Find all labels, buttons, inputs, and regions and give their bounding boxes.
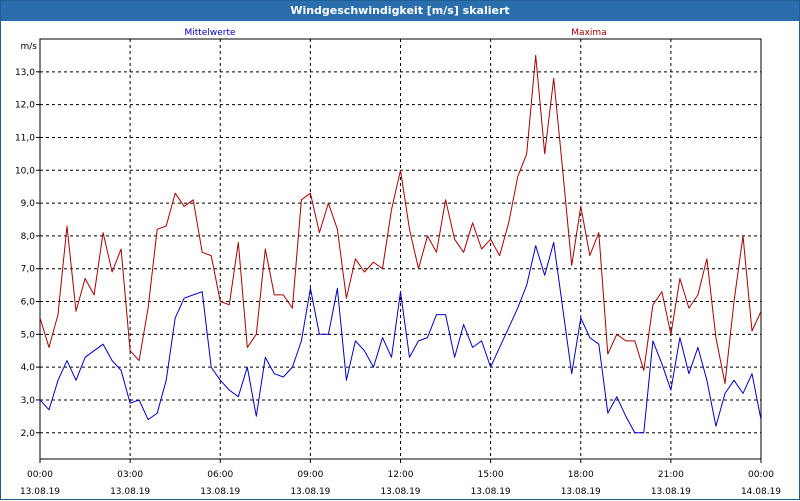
x-tick-date-label: 13.08.19 [290, 487, 330, 497]
x-tick-date-label: 14.08.19 [741, 487, 781, 497]
x-tick-date-label: 13.08.19 [20, 487, 60, 497]
y-tick-label: 2,0 [21, 429, 36, 439]
x-tick-time-label: 15:00 [478, 470, 504, 480]
x-tick-time-label: 00:00 [27, 470, 53, 480]
y-tick-label: 4,0 [21, 363, 36, 373]
x-tick-time-label: 18:00 [568, 470, 594, 480]
x-tick-time-label: 12:00 [388, 470, 414, 480]
y-tick-label: 13,0 [15, 68, 35, 78]
grid-lines [40, 39, 761, 459]
y-tick-label: 10,0 [15, 166, 35, 176]
x-tick-time-label: 06:00 [207, 470, 233, 480]
series-lines [39, 54, 762, 434]
x-tick-date-label: 13.08.19 [110, 487, 150, 497]
y-tick-label: 12,0 [15, 101, 35, 111]
x-axis-ticks: 00:00 13.08.19 03:00 13.08.19 06:00 13.08.19 0… [20, 459, 781, 497]
y-axis-ticks: 2,0 3,0 4,0 5,0 6,0 7,0 8,0 9,0 10,0 11,0 12,0 13,0 [15, 68, 40, 439]
y-tick-label: 5,0 [21, 330, 36, 340]
legend-entry-maxima: Maxima [571, 28, 606, 38]
x-tick-time-label: 09:00 [297, 470, 323, 480]
series-legend: Mittelwerte Maxima [184, 28, 606, 38]
x-tick-date-label: 13.08.19 [200, 487, 240, 497]
x-tick-time-label: 03:00 [117, 470, 143, 480]
x-tick-time-label: 00:00 [748, 470, 774, 480]
y-axis-unit-label: m/s [21, 42, 38, 52]
y-tick-label: 9,0 [21, 199, 36, 209]
y-tick-label: 7,0 [21, 265, 36, 275]
series-line-maxima [39, 54, 762, 384]
series-line-mittelwerte [39, 241, 762, 434]
legend-entry-mittelwerte: Mittelwerte [184, 28, 235, 38]
y-tick-label: 11,0 [15, 133, 35, 143]
y-tick-label: 3,0 [21, 396, 36, 406]
y-tick-label: 6,0 [21, 298, 36, 308]
x-tick-date-label: 13.08.19 [561, 487, 601, 497]
x-tick-time-label: 21:00 [658, 470, 684, 480]
x-tick-date-label: 13.08.19 [380, 487, 420, 497]
y-tick-label: 8,0 [21, 232, 36, 242]
x-tick-date-label: 13.08.19 [471, 487, 511, 497]
x-tick-date-label: 13.08.19 [651, 487, 691, 497]
window-title: Windgeschwindigkeit [m/s] skaliert [1, 1, 799, 21]
